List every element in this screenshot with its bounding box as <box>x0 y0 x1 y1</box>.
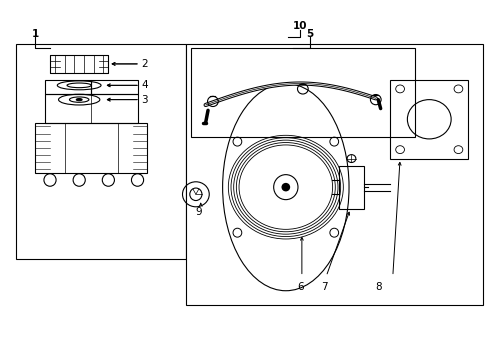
Text: 10: 10 <box>293 21 307 31</box>
Text: 2: 2 <box>141 59 148 69</box>
Ellipse shape <box>76 99 82 101</box>
Text: 6: 6 <box>297 282 303 292</box>
FancyBboxPatch shape <box>186 44 482 305</box>
Text: 3: 3 <box>141 95 148 105</box>
FancyBboxPatch shape <box>191 48 414 137</box>
Text: 7: 7 <box>321 282 327 292</box>
Text: 8: 8 <box>374 282 381 292</box>
Text: 4: 4 <box>141 80 148 90</box>
Text: 9: 9 <box>195 207 201 217</box>
Text: 5: 5 <box>306 28 313 39</box>
Ellipse shape <box>282 184 289 191</box>
Text: 1: 1 <box>32 28 39 39</box>
FancyBboxPatch shape <box>16 44 186 258</box>
